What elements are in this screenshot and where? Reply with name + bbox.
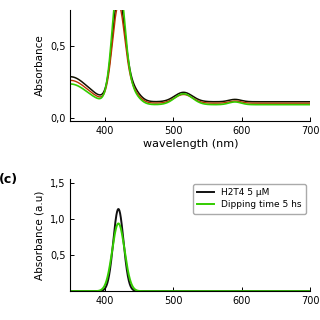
Y-axis label: Absorbance (a.u): Absorbance (a.u) [35, 191, 44, 280]
X-axis label: wavelength (nm): wavelength (nm) [143, 139, 238, 149]
Legend: H2T4 5 μM, Dipping time 5 hs: H2T4 5 μM, Dipping time 5 hs [193, 184, 306, 214]
Y-axis label: Absorbance: Absorbance [35, 35, 44, 96]
Text: (c): (c) [0, 173, 18, 186]
